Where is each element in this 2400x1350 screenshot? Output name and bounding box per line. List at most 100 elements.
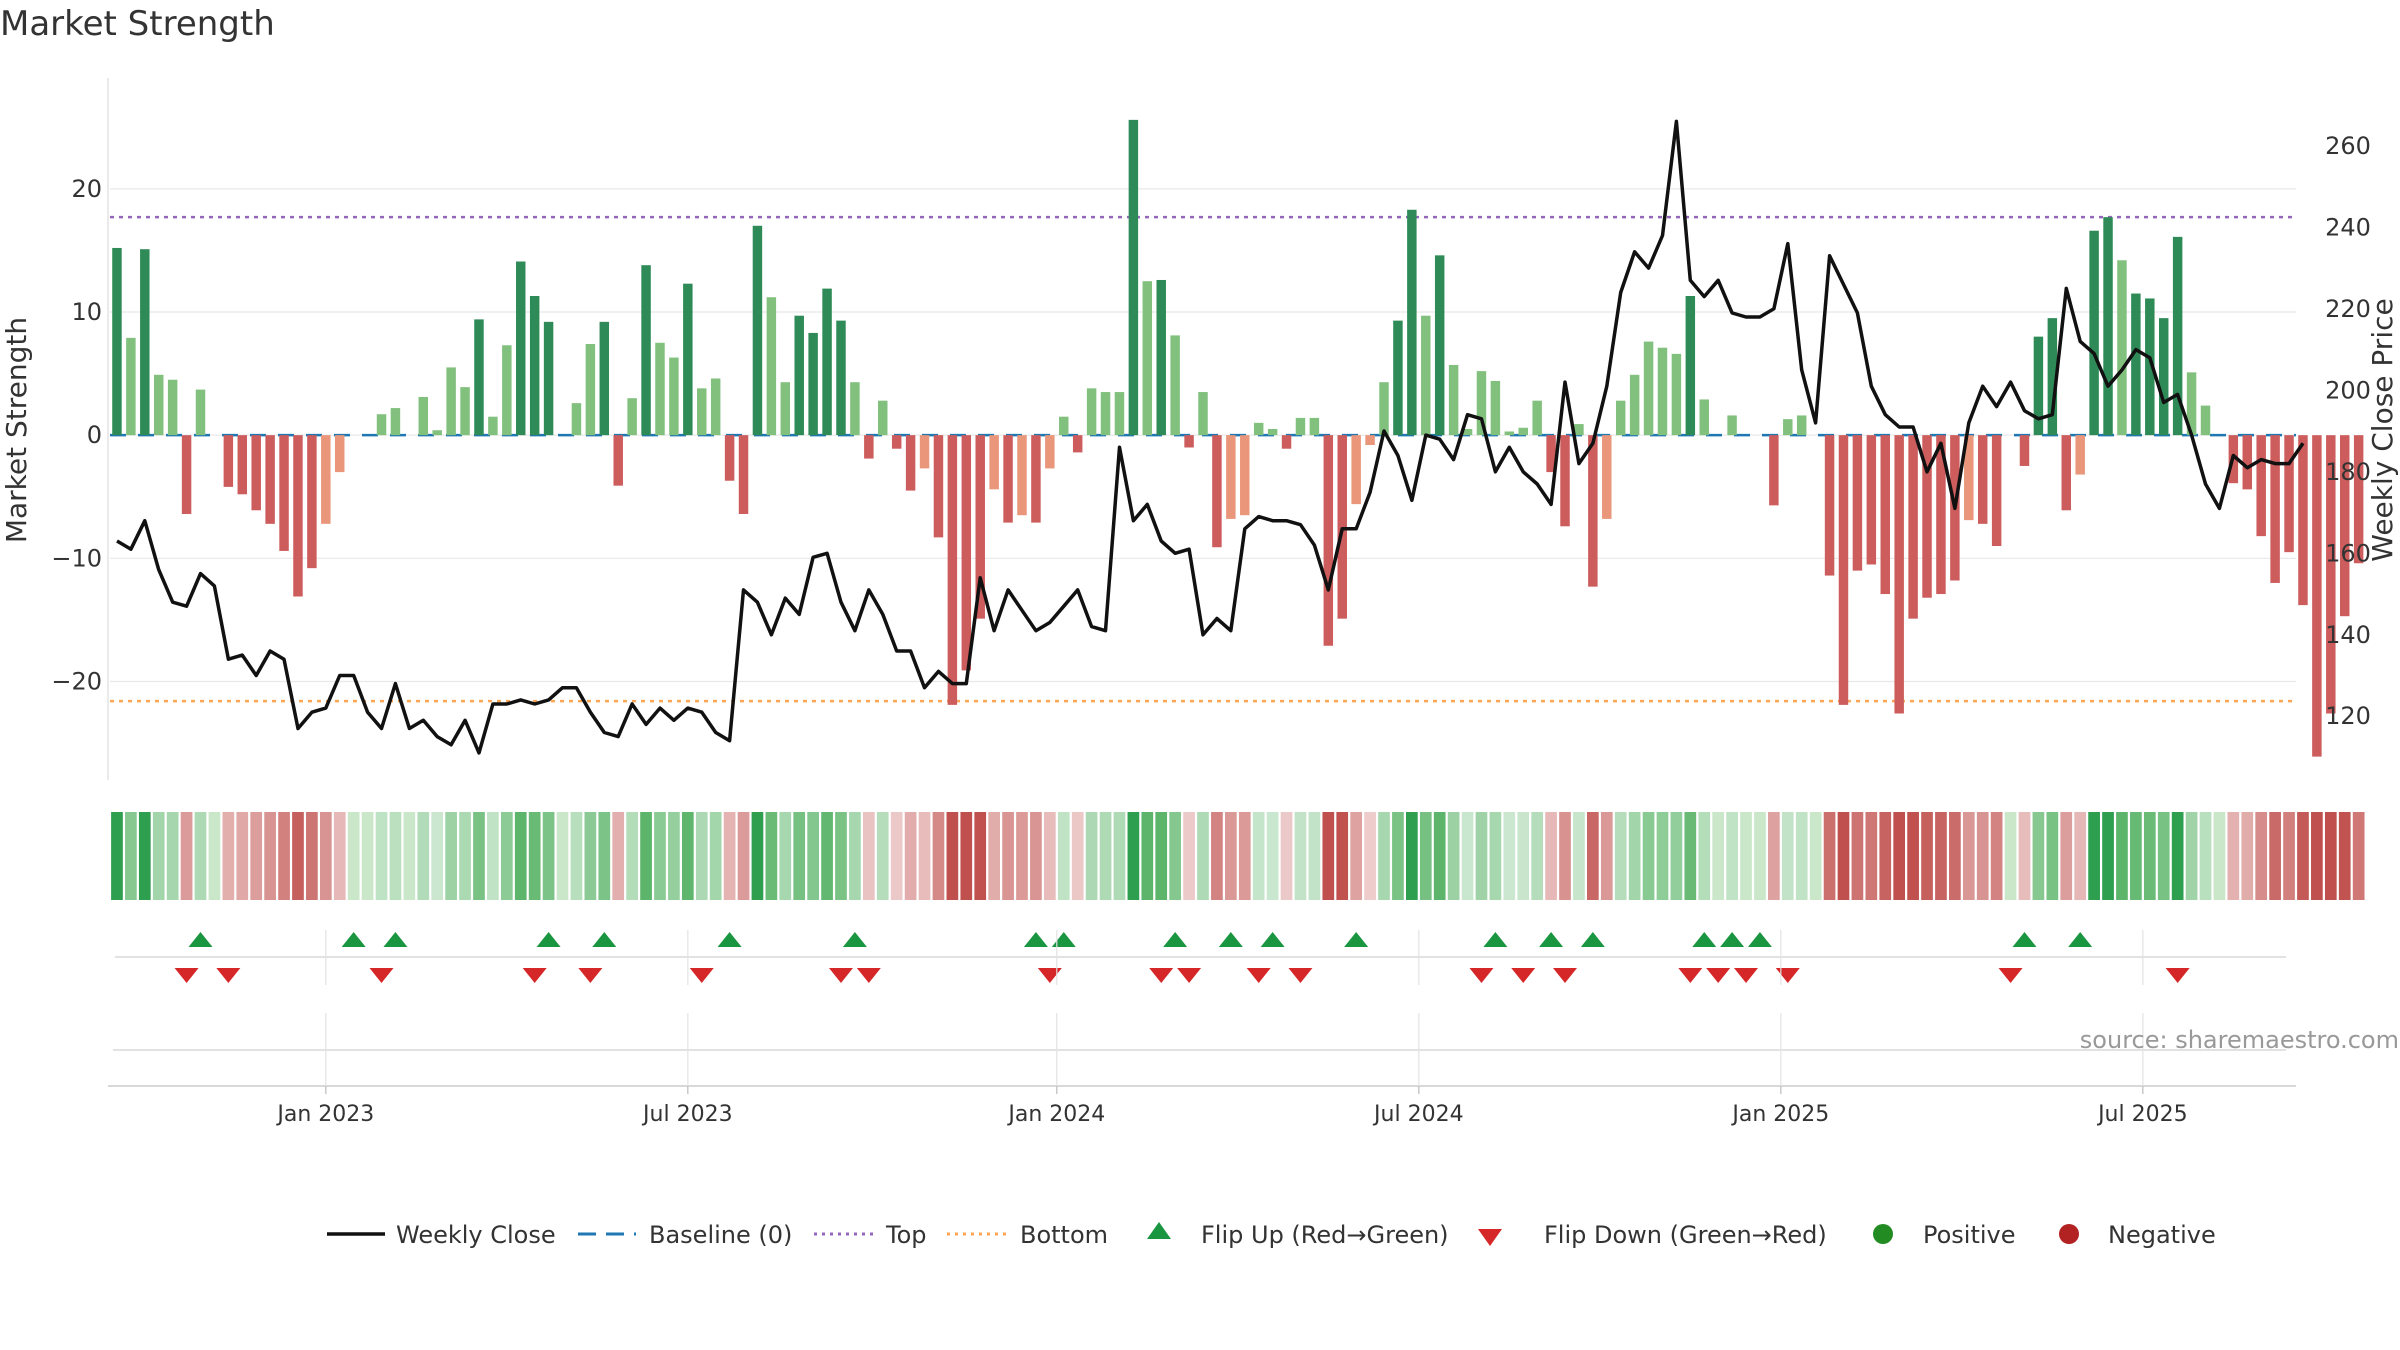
strength-bar — [2326, 435, 2336, 714]
strength-bar — [808, 332, 818, 436]
flip-down-marker — [369, 968, 394, 983]
axes: −20 −10 0 10 20 120 140 160 180 200 220 240 260 — [51, 78, 2371, 780]
heat-cell — [1071, 812, 1084, 900]
heat-cell — [765, 812, 778, 900]
strength-bar — [529, 295, 540, 436]
strength-bar — [975, 435, 985, 619]
heat-cell — [500, 812, 513, 900]
strength-bar — [1671, 353, 1682, 436]
heat-cell — [222, 812, 235, 900]
heat-cell — [1155, 812, 1168, 900]
heat-cell — [445, 812, 457, 900]
legend-flip-down-label: Flip Down (Green→Red) — [1544, 1221, 1827, 1249]
heat-cell — [361, 812, 374, 900]
strength-bar — [1852, 435, 1863, 571]
heat-cell — [584, 812, 597, 900]
legend-weekly-close-label: Weekly Close — [396, 1221, 556, 1249]
strength-bar — [1240, 435, 1250, 516]
heat-cell — [2171, 812, 2184, 900]
heat-cell — [111, 812, 123, 900]
strength-heat-strip — [111, 812, 2365, 900]
heat-cell — [1294, 812, 1307, 900]
strength-bar — [1114, 392, 1125, 436]
strength-bar — [516, 261, 526, 436]
strength-bar — [641, 265, 651, 436]
strength-bar — [1476, 371, 1487, 436]
heat-cell — [1280, 812, 1293, 900]
flip-up-marker — [2068, 932, 2093, 947]
strength-bar — [1351, 435, 1361, 505]
heat-cell — [1684, 812, 1697, 900]
heat-cell — [1740, 812, 1752, 900]
heat-cell — [138, 812, 151, 900]
heat-cell — [612, 812, 625, 900]
flip-down-marker — [216, 968, 241, 983]
strength-bar — [738, 435, 749, 514]
heat-cell — [1893, 812, 1906, 900]
heat-cell — [1169, 812, 1182, 900]
heat-cell — [2074, 812, 2087, 900]
heat-cell — [890, 812, 903, 900]
strength-bar — [1462, 429, 1473, 436]
heat-cell — [1768, 812, 1780, 900]
heat-cell — [988, 812, 1000, 900]
heat-cell — [180, 812, 193, 900]
strength-bar — [1448, 364, 1459, 436]
strength-bar — [1629, 374, 1640, 436]
strength-bar — [697, 388, 707, 436]
strength-bar — [2312, 435, 2322, 757]
flip-down-marker — [828, 968, 853, 983]
strength-bar — [1379, 382, 1389, 436]
strength-bar — [2353, 435, 2364, 564]
flip-down-marker — [578, 968, 603, 983]
strength-bar — [2033, 336, 2044, 436]
heat-cell — [904, 812, 917, 900]
heat-cell — [1837, 812, 1850, 900]
heat-cell — [1266, 812, 1279, 900]
strength-bar — [1059, 416, 1069, 436]
flip-down-marker — [1775, 968, 1800, 983]
heat-cell — [2255, 812, 2268, 900]
flip-up-marker — [2012, 932, 2037, 947]
heat-cell — [1392, 812, 1404, 900]
strength-bar — [1783, 419, 1793, 436]
strength-bar — [1727, 415, 1737, 436]
strength-bar — [1769, 435, 1779, 506]
flip-down-marker — [1177, 968, 1202, 983]
strength-bar — [683, 283, 693, 436]
heat-cell — [2130, 812, 2142, 900]
heat-cell — [1113, 812, 1126, 900]
heat-cell — [152, 812, 165, 900]
heat-cell — [2352, 812, 2365, 900]
heat-cell — [403, 812, 416, 900]
heat-cell — [876, 812, 889, 900]
legend-flip-down-icon — [1478, 1229, 1502, 1246]
x-tick-label: Jul 2023 — [641, 1102, 733, 1127]
strength-bar — [780, 382, 791, 436]
strength-bar — [891, 435, 902, 449]
heat-cell — [1907, 812, 1919, 900]
flip-up-marker — [1163, 932, 1188, 947]
heat-cell — [556, 812, 569, 900]
heat-cell — [2185, 812, 2198, 900]
legend-top-label: Top — [885, 1221, 927, 1249]
heat-cell — [932, 812, 945, 900]
heat-cell — [626, 812, 638, 900]
strength-bar — [2172, 236, 2183, 436]
legend-bottom-label: Bottom — [1020, 1221, 1108, 1249]
strength-bar — [961, 435, 972, 671]
heat-cell — [417, 812, 430, 900]
heat-cell — [2004, 812, 2017, 900]
strength-bar — [669, 357, 679, 436]
strength-bar — [1003, 435, 1013, 523]
x-tick-label: Jan 2023 — [275, 1102, 374, 1127]
x-axis: Jan 2023 Jul 2023 Jan 2024 Jul 2024 Jan 2025… — [108, 930, 2296, 1127]
flip-markers — [115, 932, 2286, 983]
heat-cell — [1573, 812, 1585, 900]
strength-bar — [460, 387, 470, 436]
flip-up-marker — [717, 932, 742, 947]
strength-bar — [112, 247, 122, 436]
heat-cell — [1238, 812, 1251, 900]
y2-tick-label: 240 — [2325, 213, 2371, 241]
heat-cell — [793, 812, 806, 900]
